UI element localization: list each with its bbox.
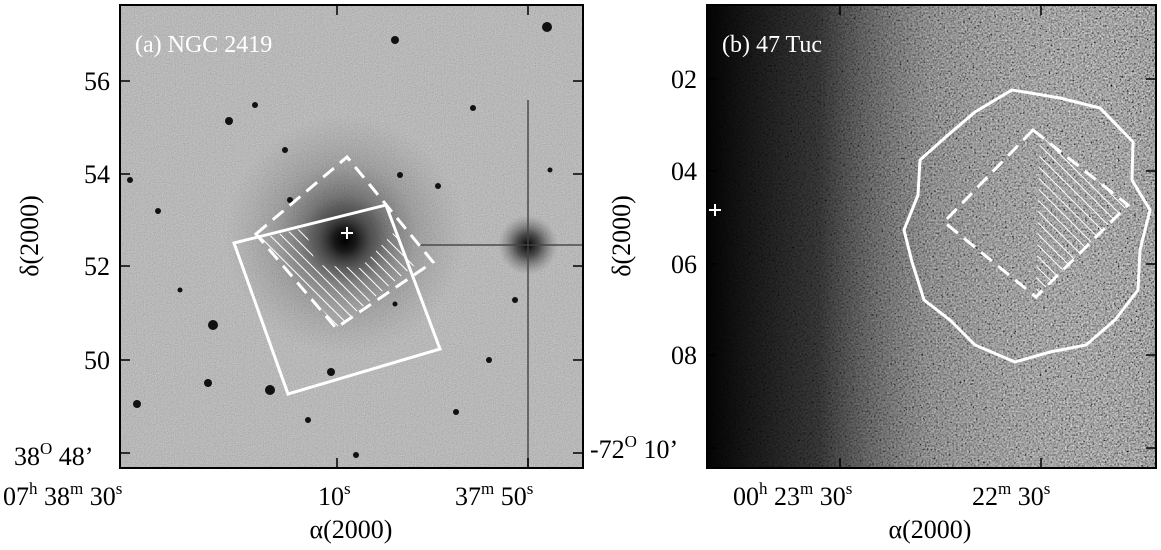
panel-b-ytick-origin: -72O 10’ (590, 432, 678, 464)
panel-a-ytick-54: 54 (84, 160, 110, 189)
panel-a: (a) NGC 2419 56 54 52 50 38O 48’ δ(2000)… (3, 4, 584, 544)
panel-a-frame (119, 4, 584, 469)
panel-b-xtick-right: 22m 30s (972, 479, 1050, 511)
panel-b-ytick-02: 02 (671, 65, 697, 94)
hatched-region (261, 228, 414, 327)
panel-a-image (120, 5, 583, 468)
panel-a-ylabel: δ(2000) (15, 195, 44, 277)
panel-b-image (707, 5, 1156, 468)
panel-a-ytick-56: 56 (84, 67, 110, 96)
panel-a-xlabel: α(2000) (310, 515, 393, 544)
panel-b-frame (706, 4, 1157, 469)
panel-b-xlabel: α(2000) (889, 515, 972, 544)
panel-b-ylabel: δ(2000) (607, 195, 636, 277)
panel-a-xtick-right: 37m 50s (455, 479, 533, 511)
panel-b: (b) 47 Tuc 02 04 06 08 -72O 10’ δ(2000) … (590, 4, 1157, 544)
panel-b-ytick-08: 08 (671, 341, 697, 370)
field-outline-dashed (253, 154, 436, 330)
panel-a-ytick-50: 50 (84, 346, 110, 375)
panel-a-ticks (120, 5, 583, 468)
bright-star (420, 100, 583, 468)
panel-a-label: (a) NGC 2419 (135, 32, 272, 58)
panel-b-xtick-left: 00h 23m 30s (733, 479, 852, 511)
field-stars (127, 22, 553, 458)
panel-b-ticks (707, 5, 1156, 468)
panel-b-ytick-04: 04 (671, 157, 697, 186)
center-marker (709, 204, 721, 216)
field-outline-jagged (902, 88, 1152, 364)
center-marker (341, 227, 353, 239)
hatched-region (1036, 135, 1128, 297)
panel-a-ytick-origin: 38O 48’ (14, 439, 93, 471)
panel-a-overlays (232, 154, 442, 396)
panel-a-xtick-origin: 07h 38m 30s (3, 479, 122, 511)
panel-a-ytick-52: 52 (84, 252, 110, 281)
panel-b-overlays (902, 88, 1152, 364)
field-outline-solid (232, 203, 442, 396)
panel-a-xtick-10s: 10s (318, 479, 351, 511)
panel-b-ytick-06: 06 (671, 250, 697, 279)
panel-b-label: (b) 47 Tuc (722, 32, 822, 58)
